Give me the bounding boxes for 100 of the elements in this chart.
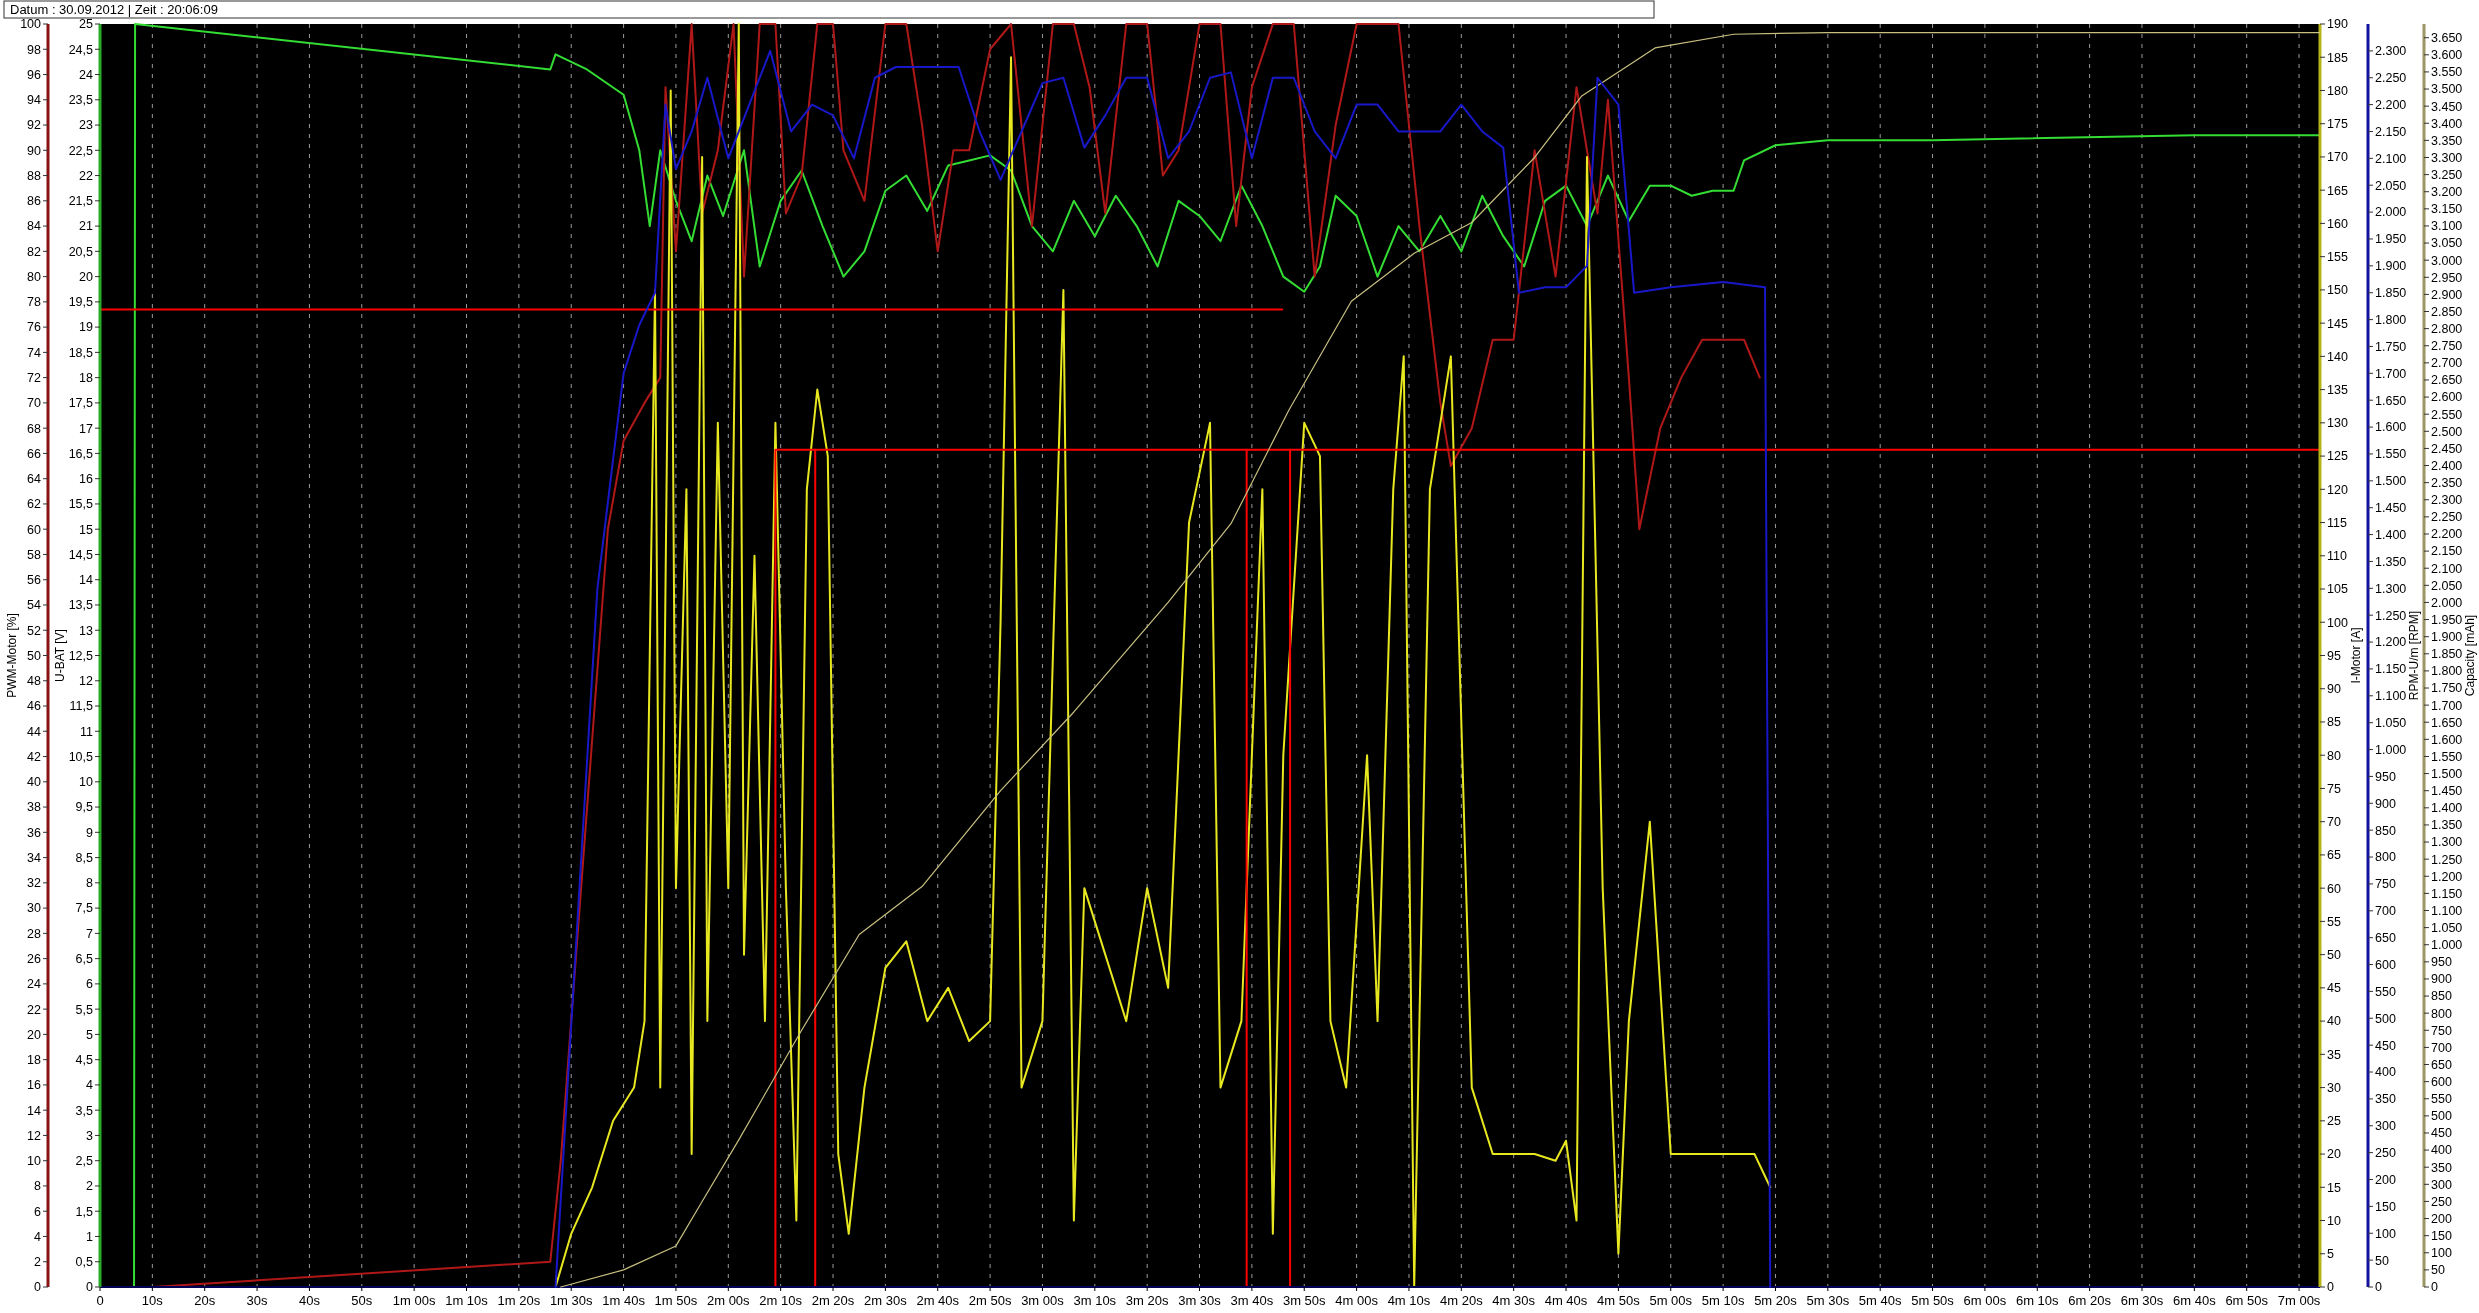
- y2-tick-label: 3.050: [2431, 236, 2463, 251]
- x-tick-label: 2m 20s: [811, 1293, 855, 1308]
- y2-tick-label: 3.600: [2431, 48, 2463, 63]
- x-tick-label: 5m 20s: [1754, 1293, 1798, 1308]
- y3-tick-label: 120: [2327, 482, 2348, 497]
- y-tick-label: 60: [27, 522, 42, 537]
- y2-tick-label: 22: [79, 168, 94, 183]
- y3-tick-label: 125: [2327, 449, 2348, 464]
- y3-tick-label: 90: [2327, 682, 2341, 697]
- x-tick-label: 30s: [246, 1293, 269, 1308]
- y3-tick-label: 100: [2327, 615, 2348, 630]
- y2-tick-label: 11: [80, 724, 94, 739]
- y2-tick-label: 350: [2431, 1160, 2452, 1175]
- y-tick-label: 600: [2375, 957, 2396, 972]
- y-tick-label: 42: [27, 749, 42, 764]
- y-tick-label: 52: [27, 623, 42, 638]
- y-tick-label: 18: [27, 1053, 42, 1068]
- y2-tick-label: 6: [86, 977, 94, 992]
- y-tick-label: 2: [34, 1255, 42, 1270]
- y2-tick-label: 13,5: [68, 598, 94, 613]
- y2-tick-label: 7: [86, 926, 94, 941]
- y-tick-label: 54: [27, 598, 42, 613]
- y-tick-label: 32: [27, 876, 42, 891]
- y2-tick-label: 11,5: [69, 699, 94, 714]
- y-tick-label: 58: [27, 547, 42, 562]
- y2-tick-label: 7,5: [75, 901, 94, 916]
- y2-tick-label: 1.250: [2431, 852, 2463, 867]
- y2-tick-label: 3.150: [2431, 202, 2463, 217]
- y-tick-label: 10: [27, 1154, 42, 1169]
- y2-tick-label: 22,5: [68, 143, 94, 158]
- y2-tick-label: 2.850: [2431, 304, 2463, 319]
- y3-tick-label: 50: [2327, 948, 2341, 963]
- y3-tick-label: 35: [2327, 1047, 2341, 1062]
- x-tick-label: 4m 00s: [1335, 1293, 1379, 1308]
- x-tick-label: 4m 10s: [1387, 1293, 1431, 1308]
- y3-tick-label: 40: [2327, 1014, 2341, 1029]
- y-tick-label: 34: [27, 850, 42, 865]
- y3-tick-label: 75: [2327, 781, 2341, 796]
- y3-tick-label: 80: [2327, 748, 2341, 763]
- y-tick-label: 66: [27, 446, 42, 461]
- y2-tick-label: 2.600: [2431, 390, 2463, 405]
- y2-tick-label: 14: [79, 573, 94, 588]
- y2-tick-label: 450: [2431, 1126, 2452, 1141]
- x-tick-label: 5m 10s: [1701, 1293, 1745, 1308]
- y2-tick-label: 21: [79, 219, 94, 234]
- y-tick-label: 1.000: [2375, 742, 2407, 757]
- chart-title: Datum : 30.09.2012 | Zeit : 20:06:09: [10, 2, 218, 17]
- y-tick-label: 200: [2375, 1172, 2396, 1187]
- x-tick-label: 1m 10s: [445, 1293, 489, 1308]
- x-tick-label: 40s: [298, 1293, 321, 1308]
- y-tick-label: 1.750: [2375, 339, 2407, 354]
- y-tick-label: 100: [2375, 1226, 2396, 1241]
- y-axis-title: PWM-Motor [%]: [5, 613, 20, 698]
- y-tick-label: 700: [2375, 904, 2396, 919]
- y-tick-label: 1.200: [2375, 635, 2407, 650]
- y2-tick-label: 1.400: [2431, 801, 2463, 816]
- y-tick-label: 76: [27, 320, 42, 335]
- y-tick-label: 950: [2375, 769, 2396, 784]
- y2-tick-label: 1.650: [2431, 715, 2463, 730]
- y-tick-label: 88: [27, 168, 42, 183]
- y2-tick-label: 1,5: [75, 1204, 94, 1219]
- y2-tick-label: 1.500: [2431, 766, 2463, 781]
- y2-tick-label: 3.500: [2431, 82, 2463, 97]
- y2-tick-label: 500: [2431, 1109, 2452, 1124]
- y2-tick-label: 1.000: [2431, 938, 2463, 953]
- x-tick-label: 50s: [351, 1293, 373, 1308]
- y-tick-label: 12: [27, 1128, 42, 1143]
- y2-tick-label: 3.450: [2431, 99, 2463, 114]
- y3-tick-label: 165: [2327, 183, 2348, 198]
- y2-tick-label: 3.000: [2431, 253, 2463, 268]
- y2-tick-label: 3.250: [2431, 167, 2463, 182]
- y-tick-label: 92: [27, 118, 42, 133]
- x-tick-label: 3m 30s: [1178, 1293, 1222, 1308]
- y2-tick-label: 4: [86, 1078, 94, 1093]
- y2-tick-label: 600: [2431, 1075, 2452, 1090]
- y2-tick-label: 1.850: [2431, 647, 2463, 662]
- y3-tick-label: 30: [2327, 1080, 2341, 1095]
- y3-tick-label: 150: [2327, 283, 2348, 298]
- x-tick-label: 1m 50s: [654, 1293, 698, 1308]
- y-tick-label: 0: [2375, 1280, 2382, 1295]
- y3-tick-label: 170: [2327, 150, 2348, 165]
- y-tick-label: 38: [27, 800, 42, 815]
- y2-tick-label: 1: [86, 1229, 94, 1244]
- y3-tick-label: 185: [2327, 50, 2348, 65]
- y-tick-label: 550: [2375, 984, 2396, 999]
- y-tick-label: 650: [2375, 931, 2396, 946]
- y3-tick-label: 155: [2327, 250, 2348, 265]
- y-tick-label: 1.500: [2375, 474, 2407, 489]
- x-tick-label: 3m 10s: [1073, 1293, 1117, 1308]
- y-tick-label: 1.950: [2375, 232, 2407, 247]
- y2-tick-label: 25: [79, 17, 94, 32]
- y-tick-label: 16: [27, 1078, 42, 1093]
- x-tick-label: 4m 30s: [1492, 1293, 1536, 1308]
- y2-tick-label: 1.100: [2431, 903, 2463, 918]
- y-tick-label: 850: [2375, 823, 2396, 838]
- y3-tick-label: 55: [2327, 914, 2341, 929]
- y2-tick-label: 1.200: [2431, 869, 2463, 884]
- y2-tick-label: 15: [79, 522, 94, 537]
- y-tick-label: 4: [34, 1229, 42, 1244]
- y3-tick-label: 140: [2327, 349, 2348, 364]
